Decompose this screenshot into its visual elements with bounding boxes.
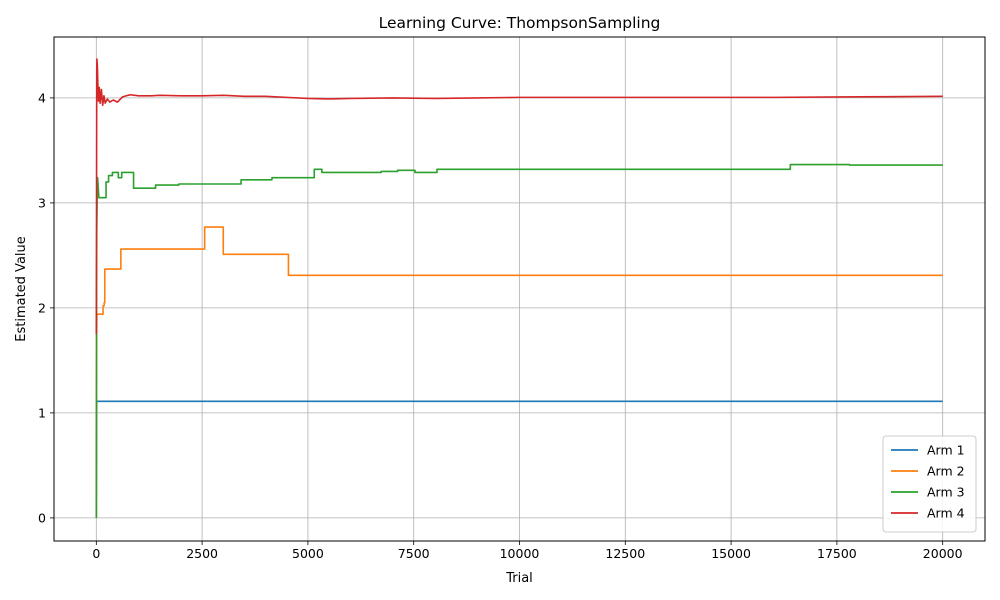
y-tick-label: 1 xyxy=(38,405,46,420)
x-tick-label: 15000 xyxy=(711,546,751,561)
y-tick-label: 2 xyxy=(38,300,46,315)
legend-label: Arm 2 xyxy=(927,464,965,479)
chart-title: Learning Curve: ThompsonSampling xyxy=(379,14,661,32)
series-line-arm-3 xyxy=(95,163,943,518)
legend: Arm 1 Arm 2 Arm 3 Arm 4 xyxy=(882,435,977,533)
x-tick-label: 20000 xyxy=(923,546,963,561)
x-tick-label: 12500 xyxy=(605,546,645,561)
series-line-arm-4 xyxy=(95,58,943,335)
y-tick-label: 4 xyxy=(38,90,46,105)
legend-label: Arm 1 xyxy=(927,443,965,458)
series-lines xyxy=(95,58,943,518)
legend-label: Arm 4 xyxy=(927,506,965,521)
axis-ticks: 0 2500 5000 7500 10000 12500 15000 17500 20000 0 1… xyxy=(38,90,963,561)
x-tick-label: 5000 xyxy=(292,546,324,561)
x-tick-label: 2500 xyxy=(186,546,218,561)
legend-label: Arm 3 xyxy=(927,485,965,500)
x-tick-label: 0 xyxy=(92,546,100,561)
legend-box xyxy=(882,435,977,533)
x-axis-label: Trial xyxy=(505,571,533,586)
y-tick-label: 3 xyxy=(38,195,46,210)
y-axis-label: Estimated Value xyxy=(14,236,29,342)
x-tick-label: 10000 xyxy=(500,546,540,561)
y-tick-label: 0 xyxy=(38,510,46,525)
x-tick-label: 17500 xyxy=(817,546,857,561)
x-tick-label: 7500 xyxy=(398,546,430,561)
